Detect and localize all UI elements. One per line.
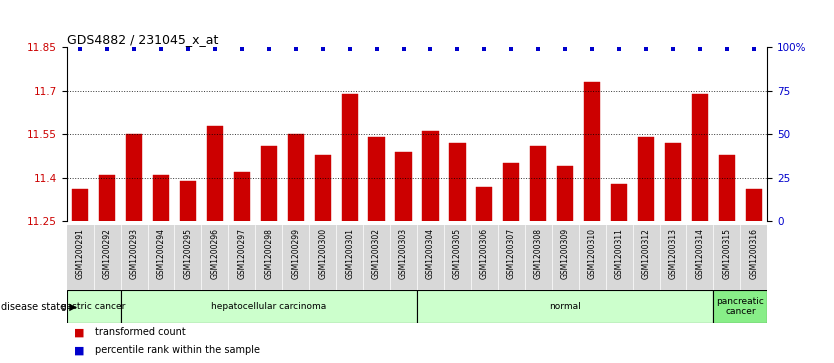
Text: GSM1200306: GSM1200306 <box>480 228 489 280</box>
Bar <box>395 152 412 221</box>
Bar <box>719 155 735 221</box>
Text: GSM1200313: GSM1200313 <box>669 228 677 279</box>
Text: GDS4882 / 231045_x_at: GDS4882 / 231045_x_at <box>67 33 219 46</box>
Text: hepatocellular carcinoma: hepatocellular carcinoma <box>211 302 326 311</box>
Text: normal: normal <box>550 302 581 311</box>
Bar <box>180 181 196 221</box>
Text: GSM1200304: GSM1200304 <box>426 228 435 280</box>
Bar <box>584 82 600 221</box>
Text: GSM1200295: GSM1200295 <box>183 228 193 279</box>
Text: transformed count: transformed count <box>95 327 185 337</box>
Bar <box>234 172 250 221</box>
Text: GSM1200302: GSM1200302 <box>372 228 381 279</box>
Bar <box>450 143 465 221</box>
Bar <box>314 155 331 221</box>
Bar <box>422 131 439 221</box>
Bar <box>692 94 708 221</box>
Text: GSM1200291: GSM1200291 <box>76 228 85 279</box>
Text: GSM1200312: GSM1200312 <box>641 228 651 279</box>
Bar <box>503 163 520 221</box>
Text: GSM1200299: GSM1200299 <box>291 228 300 279</box>
Text: GSM1200307: GSM1200307 <box>507 228 515 280</box>
Text: GSM1200298: GSM1200298 <box>264 228 274 279</box>
Bar <box>207 126 223 221</box>
Text: GSM1200310: GSM1200310 <box>588 228 596 279</box>
Text: GSM1200301: GSM1200301 <box>345 228 354 279</box>
Text: GSM1200303: GSM1200303 <box>399 228 408 280</box>
Bar <box>417 290 713 323</box>
Text: GSM1200300: GSM1200300 <box>319 228 327 280</box>
Bar <box>369 137 384 221</box>
Bar <box>557 166 573 221</box>
Bar <box>530 146 546 221</box>
Text: pancreatic
cancer: pancreatic cancer <box>716 297 764 317</box>
Text: GSM1200294: GSM1200294 <box>157 228 165 279</box>
Bar <box>476 187 492 221</box>
Bar <box>665 143 681 221</box>
Text: GSM1200296: GSM1200296 <box>210 228 219 279</box>
Text: GSM1200316: GSM1200316 <box>749 228 758 279</box>
Bar <box>67 290 121 323</box>
Text: GSM1200297: GSM1200297 <box>238 228 246 279</box>
Bar <box>611 184 627 221</box>
Bar <box>638 137 654 221</box>
Text: GSM1200314: GSM1200314 <box>696 228 705 279</box>
Bar <box>342 94 358 221</box>
Bar <box>126 134 142 221</box>
Text: percentile rank within the sample: percentile rank within the sample <box>95 345 259 355</box>
Bar <box>153 175 169 221</box>
Text: ■: ■ <box>73 327 84 337</box>
Text: GSM1200305: GSM1200305 <box>453 228 462 280</box>
Bar <box>746 189 762 221</box>
Bar <box>261 146 277 221</box>
Text: disease state ▶: disease state ▶ <box>1 302 77 312</box>
Bar <box>72 189 88 221</box>
Text: gastric cancer: gastric cancer <box>62 302 126 311</box>
Bar <box>121 290 417 323</box>
Text: GSM1200308: GSM1200308 <box>534 228 543 279</box>
Bar <box>713 290 767 323</box>
Bar <box>99 175 115 221</box>
Text: GSM1200315: GSM1200315 <box>722 228 731 279</box>
Bar <box>288 134 304 221</box>
Text: GSM1200309: GSM1200309 <box>560 228 570 280</box>
Text: GSM1200293: GSM1200293 <box>129 228 138 279</box>
Text: GSM1200311: GSM1200311 <box>615 228 624 279</box>
Text: ■: ■ <box>73 345 84 355</box>
Text: GSM1200292: GSM1200292 <box>103 228 112 279</box>
